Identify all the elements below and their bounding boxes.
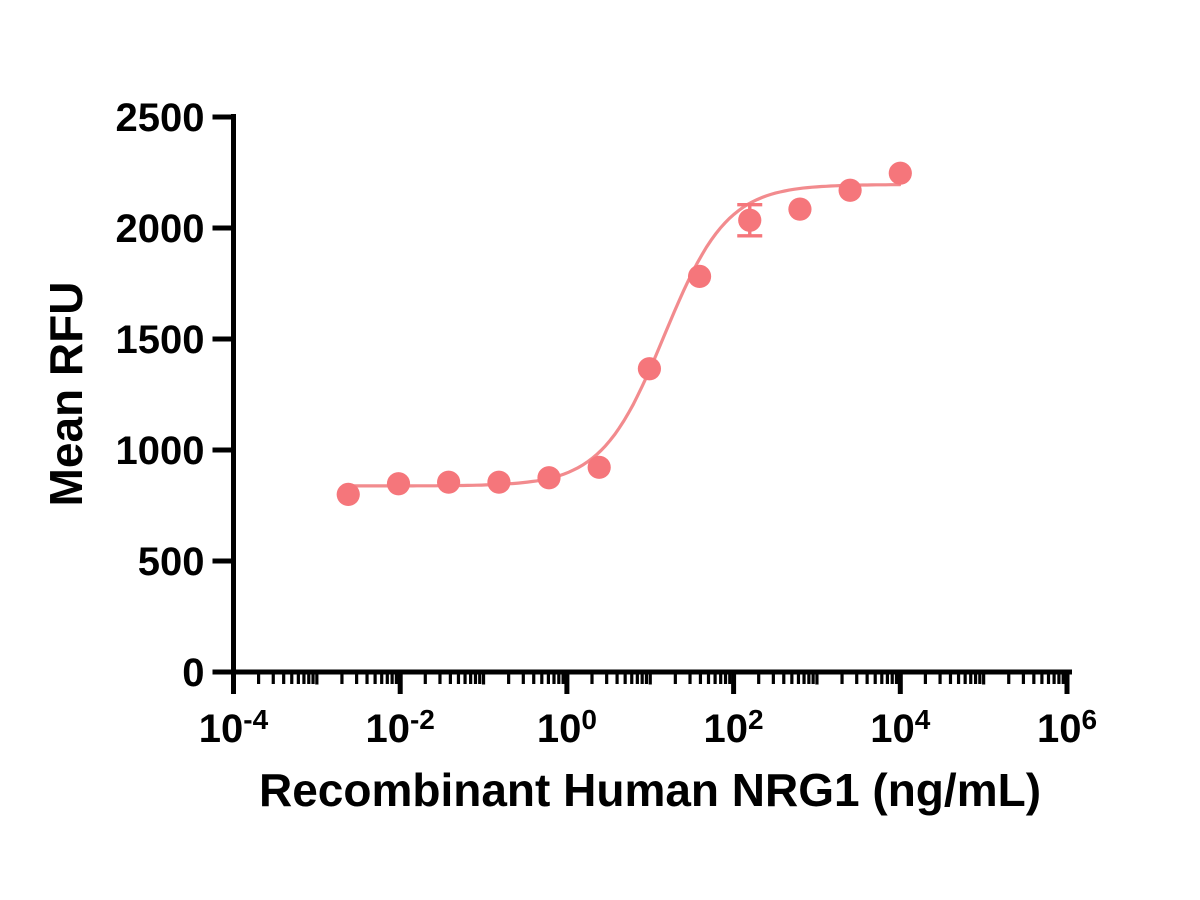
data-point — [788, 197, 812, 221]
x-tick-label: 10-2 — [365, 704, 434, 751]
plot-area: 0 500 1000 1500 2000 2500 10-4 10-2 100 102 104 106 — [116, 96, 1098, 751]
y-tick-label: 1500 — [116, 318, 205, 362]
data-point — [487, 470, 511, 494]
data-point — [637, 357, 662, 381]
x-axis-title: Recombinant Human NRG1 (ng/mL) — [259, 764, 1041, 816]
data-point — [386, 472, 411, 496]
x-tick-label: 10-4 — [199, 704, 269, 751]
data-point — [687, 264, 712, 288]
y-axis-title: Mean RFU — [40, 282, 92, 507]
data-point — [537, 466, 561, 490]
data-point — [437, 470, 461, 494]
x-tick-label: 102 — [704, 704, 764, 751]
x-tick-label: 104 — [870, 704, 931, 751]
y-tick-label: 500 — [138, 540, 205, 584]
y-tick-label: 2000 — [116, 207, 205, 251]
data-point — [888, 161, 912, 185]
y-tick-label: 1000 — [116, 429, 205, 473]
x-tick-label: 106 — [1037, 704, 1097, 751]
x-tick-label: 100 — [537, 704, 597, 751]
data-point — [587, 455, 611, 479]
fit-curve — [346, 183, 902, 488]
y-tick-label: 0 — [182, 651, 204, 695]
data-point — [738, 208, 762, 232]
data-point — [336, 482, 360, 506]
y-tick-label: 2500 — [116, 96, 205, 140]
data-point — [838, 178, 862, 202]
